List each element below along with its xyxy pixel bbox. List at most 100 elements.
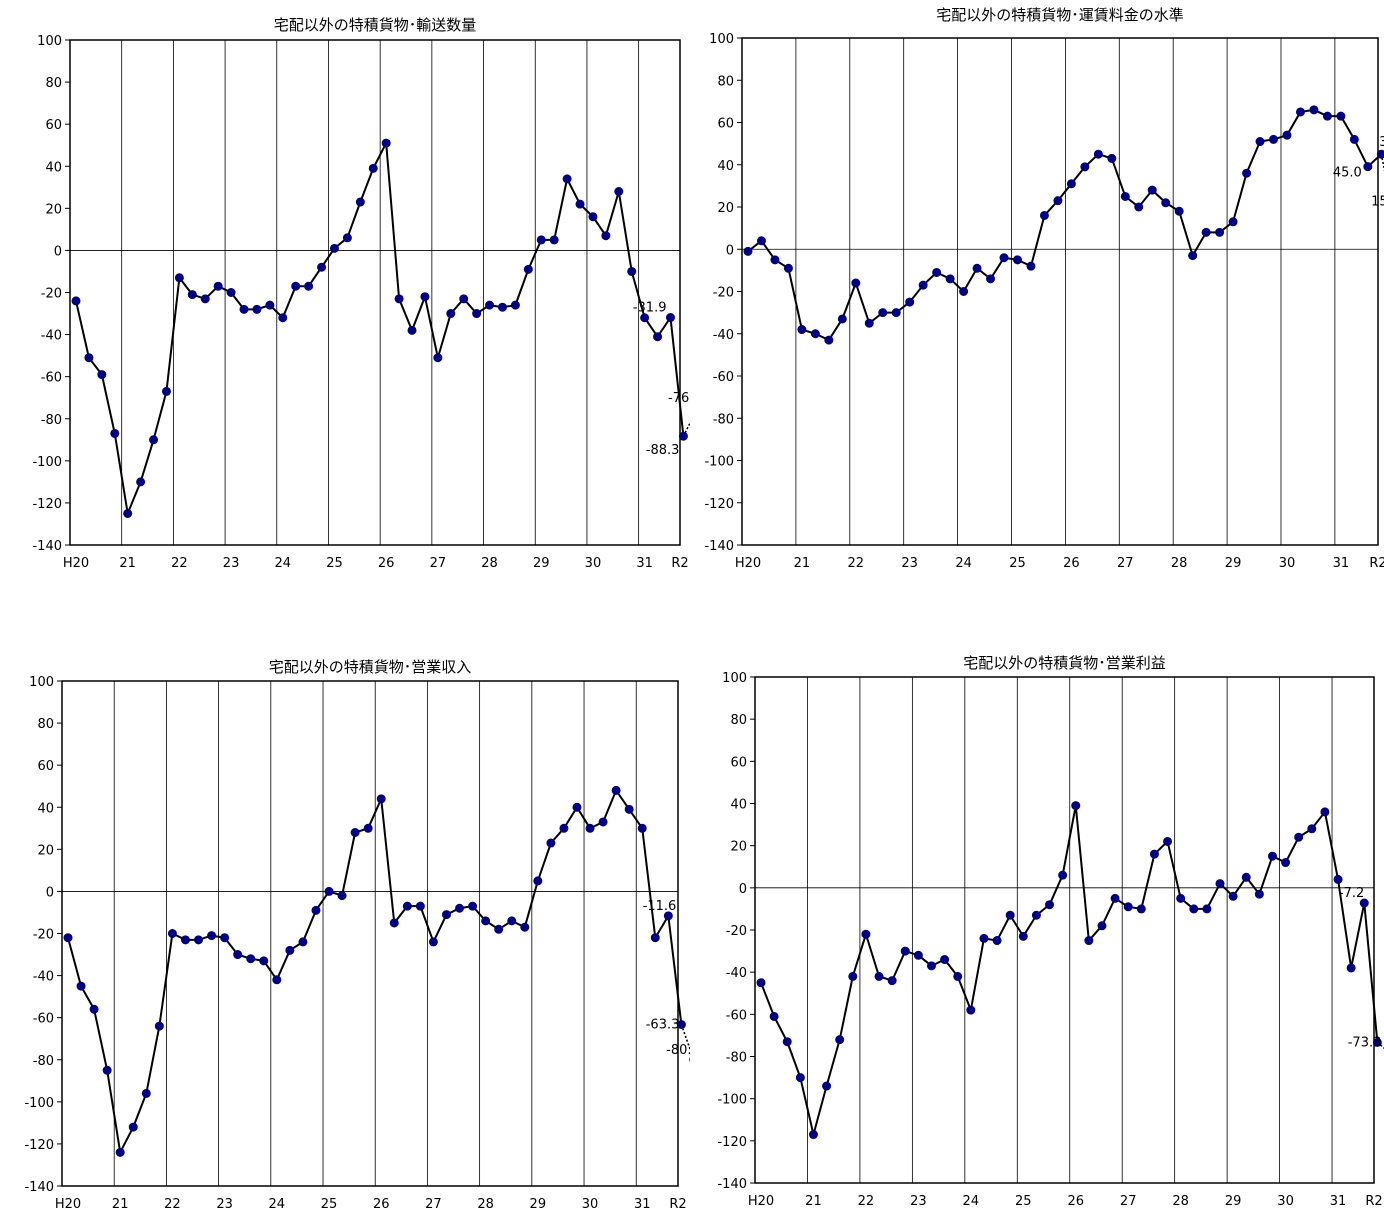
x-tick-label: 31 bbox=[636, 556, 653, 571]
x-tick-label: H20 bbox=[735, 556, 761, 571]
data-point bbox=[434, 354, 442, 362]
data-point bbox=[914, 951, 922, 959]
data-point bbox=[875, 972, 883, 980]
series-line bbox=[76, 143, 683, 513]
data-point bbox=[534, 877, 542, 885]
data-point bbox=[137, 478, 145, 486]
y-tick-label: -80 bbox=[713, 412, 734, 427]
y-tick-label: -100 bbox=[717, 1093, 747, 1108]
x-tick-label: 24 bbox=[963, 1194, 980, 1209]
x-tick-label: 27 bbox=[425, 1197, 442, 1212]
data-point bbox=[299, 938, 307, 946]
data-point bbox=[1085, 937, 1093, 945]
data-point bbox=[175, 274, 183, 282]
data-point bbox=[1229, 218, 1237, 226]
data-point bbox=[403, 902, 411, 910]
chart-title: 宅配以外の特積貨物･営業収入 bbox=[269, 658, 472, 676]
y-tick-label: 60 bbox=[45, 118, 62, 133]
x-tick-label: 31 bbox=[634, 1197, 651, 1212]
data-point bbox=[941, 956, 949, 964]
data-point bbox=[1137, 905, 1145, 913]
x-tick-label: R2 bbox=[671, 556, 688, 571]
data-point bbox=[1216, 228, 1224, 236]
y-tick-label: -20 bbox=[33, 928, 54, 943]
data-point bbox=[162, 387, 170, 395]
data-point bbox=[1321, 808, 1329, 816]
x-tick-label: 30 bbox=[1279, 556, 1296, 571]
data-point bbox=[852, 279, 860, 287]
data-point bbox=[421, 293, 429, 301]
y-tick-label: 40 bbox=[45, 160, 62, 175]
data-point bbox=[227, 289, 235, 297]
data-point bbox=[234, 951, 242, 959]
y-tick-label: 20 bbox=[37, 843, 54, 858]
data-point bbox=[563, 175, 571, 183]
data-point bbox=[602, 232, 610, 240]
data-point bbox=[1013, 256, 1021, 264]
y-tick-label: -60 bbox=[41, 371, 62, 386]
y-tick-label: -120 bbox=[24, 1138, 54, 1153]
data-point bbox=[1364, 163, 1372, 171]
data-point bbox=[1054, 197, 1062, 205]
series-line bbox=[761, 806, 1377, 1135]
data-point bbox=[1268, 852, 1276, 860]
data-point bbox=[1255, 890, 1263, 898]
y-tick-label: -80 bbox=[726, 1051, 747, 1066]
x-tick-label: 25 bbox=[321, 1197, 338, 1212]
x-tick-label: H20 bbox=[55, 1197, 81, 1212]
x-tick-label: 27 bbox=[1120, 1194, 1137, 1209]
data-point bbox=[395, 295, 403, 303]
y-tick-label: -120 bbox=[32, 497, 62, 512]
y-tick-label: -100 bbox=[32, 455, 62, 470]
data-point bbox=[967, 1006, 975, 1014]
data-point bbox=[168, 930, 176, 938]
data-point bbox=[460, 295, 468, 303]
x-tick-label: 30 bbox=[1277, 1194, 1294, 1209]
data-point bbox=[1148, 186, 1156, 194]
data-point bbox=[1216, 880, 1224, 888]
data-point bbox=[124, 509, 132, 517]
x-tick-label: 21 bbox=[119, 556, 136, 571]
data-point bbox=[521, 923, 529, 931]
data-point bbox=[1121, 192, 1129, 200]
plot-frame bbox=[742, 38, 1378, 545]
y-tick-label: -120 bbox=[704, 497, 734, 512]
data-point bbox=[286, 946, 294, 954]
y-tick-label: -60 bbox=[713, 370, 734, 385]
y-tick-label: 100 bbox=[709, 32, 734, 47]
data-point bbox=[987, 275, 995, 283]
data-point bbox=[927, 962, 935, 970]
y-tick-label: -100 bbox=[704, 455, 734, 470]
x-tick-label: 25 bbox=[326, 556, 343, 571]
data-point bbox=[980, 934, 988, 942]
data-point bbox=[1162, 199, 1170, 207]
x-tick-label: 22 bbox=[164, 1197, 181, 1212]
data-point bbox=[973, 264, 981, 272]
x-tick-label: 25 bbox=[1009, 556, 1026, 571]
data-point bbox=[586, 824, 594, 832]
data-point bbox=[1111, 894, 1119, 902]
data-point bbox=[651, 934, 659, 942]
data-point bbox=[351, 829, 359, 837]
data-point bbox=[1295, 833, 1303, 841]
data-point bbox=[1006, 911, 1014, 919]
data-point bbox=[1027, 262, 1035, 270]
data-point bbox=[906, 298, 914, 306]
y-tick-label: 0 bbox=[726, 243, 734, 258]
data-point bbox=[369, 164, 377, 172]
x-tick-label: 28 bbox=[1172, 1194, 1189, 1209]
y-tick-label: 60 bbox=[37, 759, 54, 774]
y-tick-label: -60 bbox=[33, 1012, 54, 1027]
data-label: -31.9 bbox=[633, 301, 667, 316]
data-point bbox=[757, 237, 765, 245]
data-point bbox=[247, 955, 255, 963]
data-point bbox=[1282, 859, 1290, 867]
data-point bbox=[1094, 150, 1102, 158]
x-tick-label: 27 bbox=[430, 556, 447, 571]
data-point bbox=[599, 818, 607, 826]
data-point bbox=[85, 354, 93, 362]
data-point bbox=[954, 972, 962, 980]
chart-title: 宅配以外の特積貨物･営業利益 bbox=[963, 654, 1166, 672]
data-point bbox=[486, 301, 494, 309]
